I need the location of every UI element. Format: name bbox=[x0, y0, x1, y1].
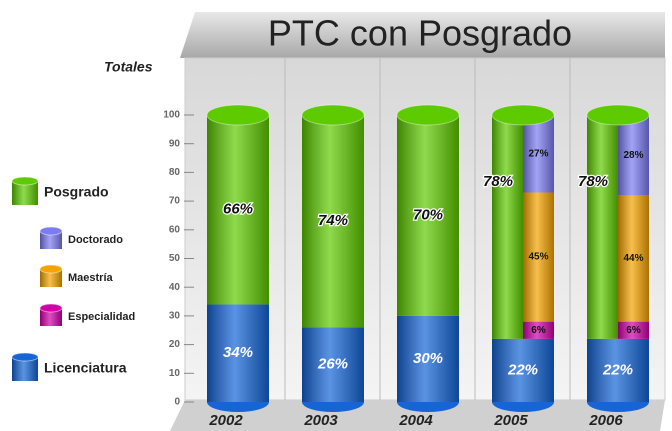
breakdown-label: 44% bbox=[623, 253, 643, 264]
shade bbox=[492, 115, 523, 339]
y-tick-label: 100 bbox=[163, 110, 180, 121]
y-tick-label: 40 bbox=[169, 282, 181, 293]
y-axis-label: Totales bbox=[104, 59, 153, 75]
x-tick-label: 2003 bbox=[303, 412, 338, 429]
x-tick-label: 2005 bbox=[493, 412, 528, 429]
legend-label: Especialidad bbox=[68, 311, 135, 323]
title-banner bbox=[180, 12, 665, 58]
legend-swatch-top bbox=[11, 176, 39, 186]
shade bbox=[523, 115, 554, 193]
shade bbox=[302, 327, 364, 402]
shade bbox=[618, 195, 649, 322]
breakdown-label: 6% bbox=[531, 325, 546, 336]
y-tick-label: 90 bbox=[169, 138, 181, 149]
shade bbox=[40, 269, 62, 287]
shade bbox=[397, 315, 459, 402]
cylinder-top bbox=[396, 104, 460, 126]
value-label: 70% bbox=[413, 206, 443, 223]
x-tick-label: 2006 bbox=[588, 412, 623, 429]
shade bbox=[618, 115, 649, 196]
x-tick-label: 2004 bbox=[398, 412, 433, 429]
cylinder-top bbox=[206, 104, 270, 126]
breakdown-label: 27% bbox=[528, 148, 548, 159]
legend-label: Doctorado bbox=[68, 234, 123, 246]
y-tick-label: 0 bbox=[174, 397, 180, 408]
breakdown-label: 45% bbox=[528, 252, 548, 263]
value-label: 22% bbox=[602, 361, 633, 378]
value-label: 78% bbox=[578, 173, 608, 190]
shade bbox=[618, 321, 649, 339]
breakdown-label: 28% bbox=[623, 150, 643, 161]
value-label: 74% bbox=[318, 212, 348, 229]
legend-swatch-top bbox=[39, 226, 63, 236]
value-label: 34% bbox=[223, 344, 253, 361]
legend-swatch-top bbox=[11, 352, 39, 362]
cylinder-top bbox=[586, 104, 650, 126]
y-tick-label: 50 bbox=[169, 253, 181, 264]
y-tick-label: 20 bbox=[169, 339, 181, 350]
value-label: 30% bbox=[413, 350, 443, 367]
value-label: 66% bbox=[223, 201, 253, 218]
legend-label: Maestría bbox=[68, 272, 114, 284]
legend-label: Licenciatura bbox=[44, 360, 127, 376]
legend-label: Posgrado bbox=[44, 184, 109, 200]
shade bbox=[523, 192, 554, 322]
chart-title: PTC con Posgrado bbox=[268, 13, 572, 54]
shade bbox=[523, 321, 554, 339]
y-tick-label: 60 bbox=[169, 224, 181, 235]
breakdown-label: 6% bbox=[626, 325, 641, 336]
shade bbox=[397, 115, 459, 316]
shade bbox=[492, 338, 554, 402]
y-tick-label: 80 bbox=[169, 167, 181, 178]
legend-swatch-top bbox=[39, 264, 63, 274]
shade bbox=[207, 115, 269, 305]
legend-swatch-top bbox=[39, 303, 63, 313]
value-label: 22% bbox=[507, 361, 538, 378]
x-tick-label: 2002 bbox=[208, 412, 243, 429]
cylinder-top bbox=[301, 104, 365, 126]
shade bbox=[302, 115, 364, 328]
y-tick-label: 10 bbox=[169, 368, 181, 379]
shade bbox=[40, 231, 62, 249]
cylinder-top bbox=[491, 104, 555, 126]
shade bbox=[587, 115, 618, 339]
shade bbox=[40, 308, 62, 326]
value-label: 78% bbox=[483, 173, 513, 190]
y-tick-label: 30 bbox=[169, 311, 181, 322]
value-label: 26% bbox=[317, 356, 348, 373]
shade bbox=[207, 304, 269, 402]
y-tick-label: 70 bbox=[169, 196, 181, 207]
shade bbox=[587, 338, 649, 402]
